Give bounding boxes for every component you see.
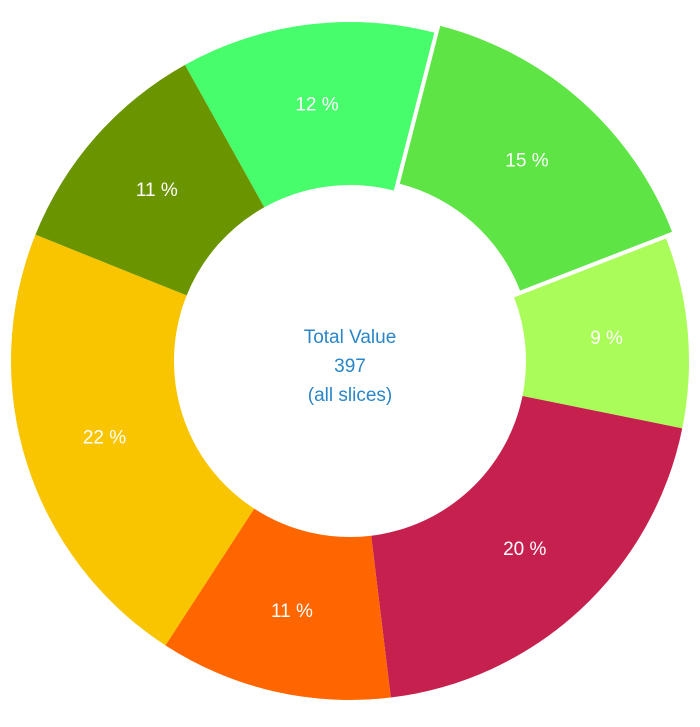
center-subtitle: (all slices) [308,385,392,406]
slice-label-3: 11 % [271,601,313,622]
slice-5[interactable] [35,64,265,296]
slice-label-6: 12 % [295,95,338,116]
slice-label-4: 22 % [83,428,126,449]
slice-3[interactable] [165,508,391,700]
slice-1[interactable] [514,238,689,429]
slice-4[interactable] [10,234,255,646]
center-title: Total Value [304,327,397,348]
center-total: 397 [334,356,366,377]
slice-2[interactable] [371,395,683,698]
slice-label-5: 11 % [136,180,178,201]
slice-6[interactable] [184,21,435,208]
slice-label-1: 9 % [590,328,623,349]
slice-0[interactable] [399,25,673,291]
slice-label-2: 20 % [503,539,546,560]
slice-label-0: 15 % [505,151,548,172]
